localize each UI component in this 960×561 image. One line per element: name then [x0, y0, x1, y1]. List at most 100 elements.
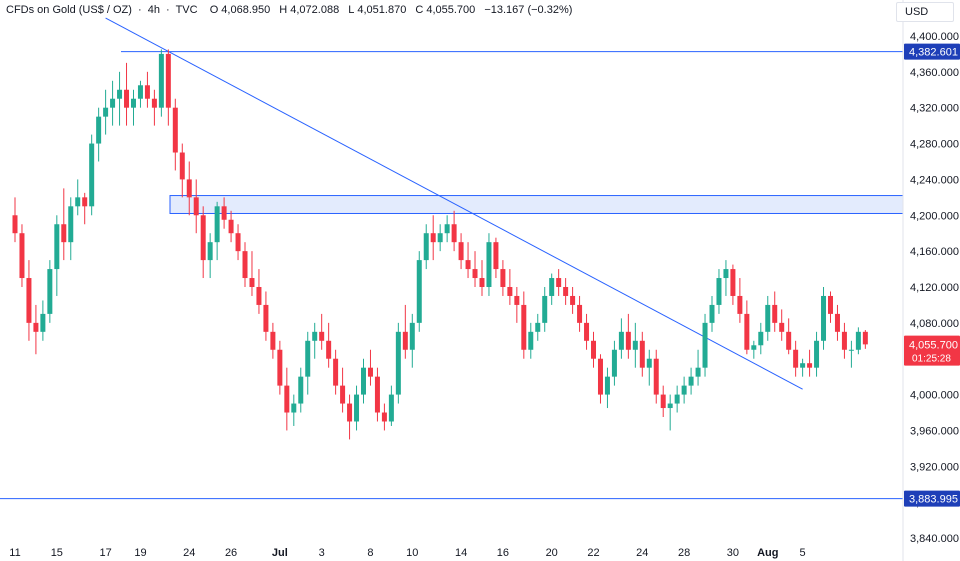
candle-body [855, 331, 861, 350]
level-price-tag-text: 4,382.601 [909, 47, 958, 59]
time-tick-label: 24 [183, 547, 195, 559]
candle-body [737, 295, 743, 314]
time-tick-label: 28 [678, 547, 690, 559]
bar-countdown: 01:25:28 [912, 354, 951, 365]
candle-body [361, 367, 366, 395]
candles [12, 49, 868, 440]
candle-body [214, 206, 220, 243]
candle-body [834, 313, 840, 332]
candle-body [765, 304, 771, 332]
horizontal-levels [0, 51, 903, 500]
candle-body [723, 269, 729, 279]
candle-body [193, 197, 199, 216]
candle-body [786, 331, 792, 350]
time-tick-label: 24 [636, 547, 648, 559]
candle-body [841, 331, 847, 350]
candle-body [47, 269, 53, 314]
candle-body [535, 322, 541, 332]
candle-body [758, 331, 764, 346]
chart-legend: CFDs on Gold (US$ / OZ) · 4h · TVC O 4,06… [6, 4, 573, 16]
candle-body [19, 233, 25, 279]
time-tick-label: 19 [134, 547, 146, 559]
source-label: TVC [175, 4, 198, 16]
low-label: L [348, 4, 355, 16]
high-value: 4,072.088 [290, 4, 340, 16]
time-tick-label: 20 [546, 547, 558, 559]
price-tick-label: 3,960.000 [910, 425, 959, 437]
high-label: H [279, 4, 288, 16]
last-price-value: 4,055.700 [909, 340, 958, 352]
time-tick-label: 17 [99, 547, 111, 559]
candle-body [632, 340, 638, 350]
time-tick-label: 8 [367, 547, 373, 559]
interval-label[interactable]: 4h [147, 4, 160, 16]
price-tick-label: 4,320.000 [910, 103, 959, 115]
candle-body [298, 376, 304, 404]
candle-body [674, 394, 680, 404]
time-tick-label: 5 [800, 547, 806, 559]
time-tick-label: Jul [272, 547, 288, 559]
candle-body [584, 322, 590, 341]
candle-body [744, 313, 750, 350]
resistance-zone [169, 195, 904, 214]
candle-body [172, 107, 178, 153]
candle-body [542, 295, 548, 323]
open-value: 4,068.950 [221, 4, 271, 16]
candle-body [347, 403, 353, 422]
candle-body [395, 331, 401, 395]
candle-body [26, 278, 32, 323]
candle-body [200, 215, 206, 261]
currency-selector[interactable]: USD [896, 2, 954, 22]
candle-body [570, 295, 576, 305]
candle-body [695, 367, 701, 377]
candle-body [242, 251, 248, 279]
candle-body [263, 304, 269, 332]
price-tick-label: 4,200.000 [910, 210, 959, 222]
candle-body [556, 278, 562, 287]
candle-body [75, 197, 81, 207]
price-tick-label: 4,400.000 [910, 31, 959, 43]
candle-body [639, 340, 645, 368]
candle-body [221, 206, 227, 220]
candle-body [96, 116, 102, 144]
time-tick-label: 14 [455, 547, 467, 559]
candle-body [423, 233, 429, 261]
time-tick-label: Aug [757, 547, 778, 559]
price-tick-label: 4,080.000 [910, 318, 959, 330]
candle-body [486, 242, 492, 287]
candle-body [158, 53, 164, 108]
price-tags: 4,382.601 3,883.995 4,055.700 01:25:28 [904, 43, 960, 507]
candle-body [604, 376, 610, 395]
candle-body [493, 242, 499, 270]
symbol-name[interactable]: CFDs on Gold (US$ / OZ) [6, 4, 132, 16]
price-tick-label: 4,240.000 [910, 174, 959, 186]
candle-body [151, 98, 157, 108]
candle-body [354, 394, 360, 422]
candle-body [807, 363, 813, 368]
candle-body [416, 260, 422, 323]
candle-body [618, 331, 624, 350]
price-tick-label: 3,920.000 [910, 461, 959, 473]
candle-body [256, 287, 262, 305]
candle-body [277, 349, 283, 386]
candle-body [186, 179, 192, 198]
trendline[interactable] [105, 17, 803, 390]
candle-body [451, 224, 457, 243]
candle-body [514, 295, 520, 305]
time-tick-label: 22 [587, 547, 599, 559]
candle-body [54, 224, 60, 270]
candle-body [848, 349, 854, 351]
candle-body [374, 376, 380, 413]
candle-body [821, 295, 827, 341]
price-tick-label: 4,160.000 [910, 246, 959, 258]
time-axis[interactable]: 11 15 17 19 24 26 Jul 3 8 10 14 16 20 22 24 28 30 Aug 5 [9, 547, 805, 559]
candle-body [110, 98, 116, 108]
candle-body [528, 331, 534, 350]
candle-body [660, 394, 666, 409]
candle-body [270, 331, 276, 350]
price-tick-label: 4,280.000 [910, 139, 959, 151]
candle-body [103, 107, 109, 117]
price-axis[interactable]: 4,400.000 4,360.000 4,320.000 4,280.000 4,24… [902, 0, 959, 561]
candle-body [40, 313, 46, 332]
